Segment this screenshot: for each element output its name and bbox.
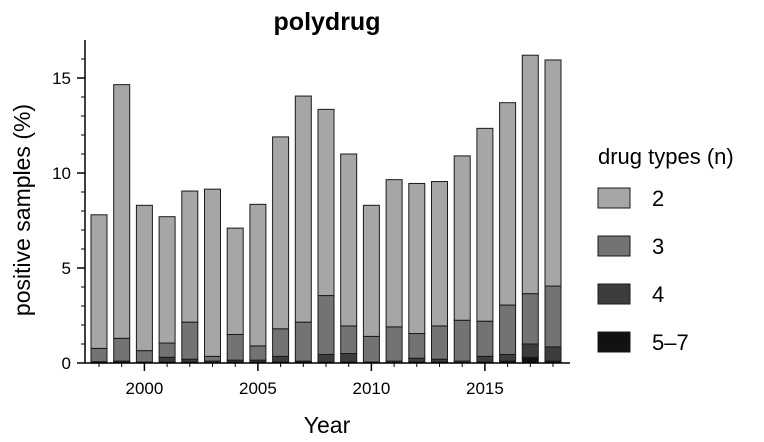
bar-2009-3: [340, 325, 358, 355]
axes: 0 5 10 15 2000 2005 2010 2015: [52, 40, 570, 398]
bar-2006-4: [272, 355, 290, 363]
bar-2008-4: [317, 353, 335, 363]
legend-title: drug types (n): [598, 144, 734, 169]
legend-label-5–7: 5–7: [652, 330, 689, 355]
y-axis-title: positive samples (%): [9, 104, 35, 316]
legend-label-3: 3: [652, 234, 664, 259]
bar-2008-3: [317, 295, 335, 355]
bar-2017-5–7: [521, 356, 539, 364]
bar-2017-2: [521, 54, 539, 295]
x-axis-title: Year: [304, 412, 351, 438]
bar-2013-2: [431, 181, 448, 327]
bar-2016-3: [499, 304, 517, 355]
bar-2007-3: [294, 321, 312, 362]
legend-swatch-2: [597, 187, 631, 209]
bar-1999-2: [113, 84, 131, 339]
bar-2002-2: [181, 190, 199, 323]
legend-label-2: 2: [652, 186, 664, 211]
bar-2001-4: [158, 356, 176, 363]
bar-2012-3: [408, 333, 426, 359]
bar-2007-2: [294, 95, 312, 323]
legend-swatch-3: [597, 235, 631, 257]
bar-2016-4: [499, 353, 517, 362]
bar-2003-3: [204, 355, 221, 362]
bar-2010-3: [362, 335, 380, 363]
bar-2006-2: [272, 136, 290, 330]
bar-2008-2: [317, 108, 335, 297]
legend: 2 3 4 5–7: [597, 186, 689, 355]
bar-2017-4: [521, 343, 539, 358]
bar-2013-3: [431, 325, 448, 360]
bar-2001-2: [158, 216, 176, 344]
bar-2009-4: [340, 353, 358, 363]
bar-2005-3: [249, 345, 267, 361]
y-tick-label-5: 5: [62, 259, 71, 278]
bar-2000-2: [135, 204, 153, 352]
bar-2011-3: [385, 326, 403, 362]
bar-2018-2: [544, 59, 562, 287]
bar-2012-2: [408, 182, 426, 335]
legend-label-4: 4: [652, 282, 664, 307]
bar-2014-2: [453, 155, 471, 321]
bar-2002-3: [181, 321, 199, 360]
y-tick-label-10: 10: [52, 164, 71, 183]
x-tick-label-2010: 2010: [352, 379, 390, 398]
bar-2015-2: [476, 127, 494, 322]
y-tick-label-0: 0: [62, 354, 71, 373]
bar-2011-2: [385, 179, 403, 328]
bar-2009-2: [340, 153, 358, 327]
bar-1999-3: [113, 337, 131, 362]
bar-2006-3: [272, 328, 290, 357]
x-tick-label-2015: 2015: [466, 379, 504, 398]
bars: [90, 54, 562, 364]
bar-2018-3: [544, 285, 562, 348]
bar-2004-3: [226, 334, 244, 361]
y-tick-label-15: 15: [52, 69, 71, 88]
x-tick-label-2005: 2005: [239, 379, 277, 398]
legend-swatch-5–7: [597, 331, 631, 353]
bar-2005-2: [249, 203, 267, 347]
bar-2001-3: [158, 342, 176, 358]
chart-title: polydrug: [274, 8, 381, 36]
bar-2015-4: [476, 355, 494, 363]
bar-1998-2: [90, 214, 108, 349]
legend-swatch-4: [597, 283, 631, 305]
bar-2012-4: [408, 357, 426, 363]
bar-2015-3: [476, 320, 494, 357]
bar-1998-3: [90, 347, 108, 363]
bar-2003-2: [204, 188, 221, 357]
bar-2017-3: [521, 293, 539, 345]
x-tick-label-2000: 2000: [125, 379, 163, 398]
bar-2018-4: [544, 346, 562, 362]
bar-2004-2: [226, 227, 244, 336]
bar-2000-3: [135, 350, 153, 363]
bar-2010-2: [362, 204, 380, 337]
bar-2016-2: [499, 102, 517, 306]
bar-2014-3: [453, 319, 471, 362]
